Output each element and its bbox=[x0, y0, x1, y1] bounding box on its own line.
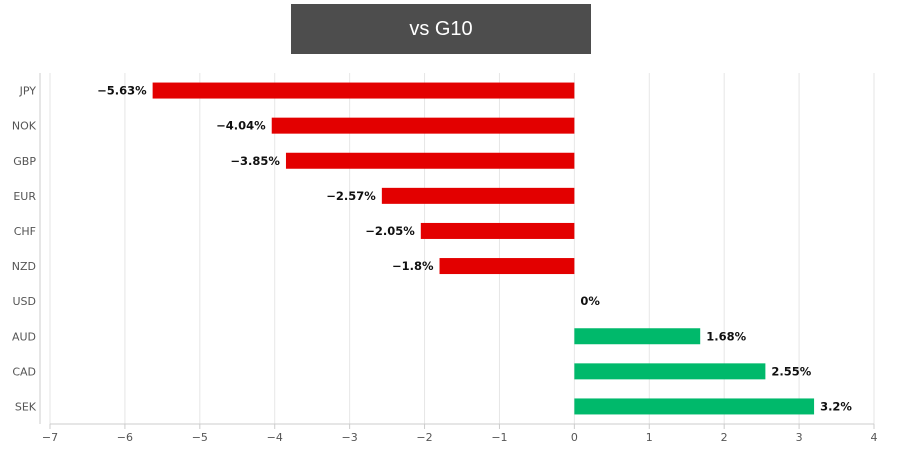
x-tick-label: −2 bbox=[416, 431, 432, 444]
data-label: −1.8% bbox=[392, 259, 434, 273]
x-tick-label: −3 bbox=[342, 431, 358, 444]
bar bbox=[574, 328, 701, 345]
category-label: GBP bbox=[13, 155, 36, 168]
category-label: NZD bbox=[12, 260, 36, 273]
category-label: NOK bbox=[12, 120, 37, 133]
bar bbox=[285, 152, 575, 169]
data-label: 2.55% bbox=[771, 364, 811, 378]
category-label: USD bbox=[12, 295, 36, 308]
category-label: CHF bbox=[14, 225, 36, 238]
data-label: −5.63% bbox=[97, 84, 147, 98]
x-tick-label: −5 bbox=[192, 431, 208, 444]
data-label: −4.04% bbox=[216, 119, 266, 133]
data-label: −3.85% bbox=[230, 154, 280, 168]
data-label: 0% bbox=[580, 294, 600, 308]
x-tick-label: −4 bbox=[267, 431, 283, 444]
x-tick-label: 1 bbox=[646, 431, 653, 444]
category-label: CAD bbox=[12, 365, 36, 378]
x-tick-label: −6 bbox=[117, 431, 133, 444]
bar bbox=[574, 398, 815, 415]
chart-title-box: vs G10 bbox=[291, 4, 591, 54]
bar bbox=[420, 222, 575, 239]
x-tick-label: −7 bbox=[42, 431, 58, 444]
bar bbox=[381, 187, 575, 204]
category-label: SEK bbox=[15, 400, 37, 413]
x-tick-label: 4 bbox=[871, 431, 878, 444]
bar bbox=[574, 363, 766, 380]
x-tick-label: 0 bbox=[571, 431, 578, 444]
bar bbox=[271, 117, 575, 134]
x-tick-label: 2 bbox=[721, 431, 728, 444]
bar bbox=[152, 82, 575, 99]
x-tick-label: −1 bbox=[491, 431, 507, 444]
category-label: JPY bbox=[19, 85, 37, 98]
bar bbox=[439, 258, 575, 275]
category-label: AUD bbox=[12, 330, 36, 343]
data-label: 1.68% bbox=[706, 329, 746, 343]
chart-title: vs G10 bbox=[409, 17, 473, 40]
x-tick-label: 3 bbox=[796, 431, 803, 444]
data-label: 3.2% bbox=[820, 399, 852, 413]
data-label: −2.05% bbox=[365, 224, 415, 238]
category-label: EUR bbox=[13, 190, 36, 203]
data-label: −2.57% bbox=[326, 189, 376, 203]
